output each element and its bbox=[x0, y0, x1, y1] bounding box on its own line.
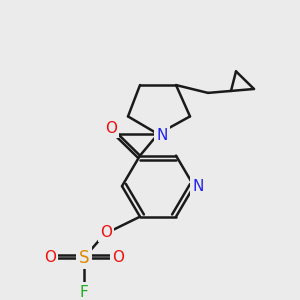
Text: O: O bbox=[44, 250, 56, 265]
Text: N: N bbox=[156, 128, 168, 142]
Text: S: S bbox=[79, 249, 89, 267]
Text: O: O bbox=[112, 250, 124, 265]
Text: F: F bbox=[80, 285, 88, 300]
Text: O: O bbox=[105, 121, 117, 136]
Text: N: N bbox=[192, 178, 204, 194]
Text: O: O bbox=[100, 225, 112, 240]
